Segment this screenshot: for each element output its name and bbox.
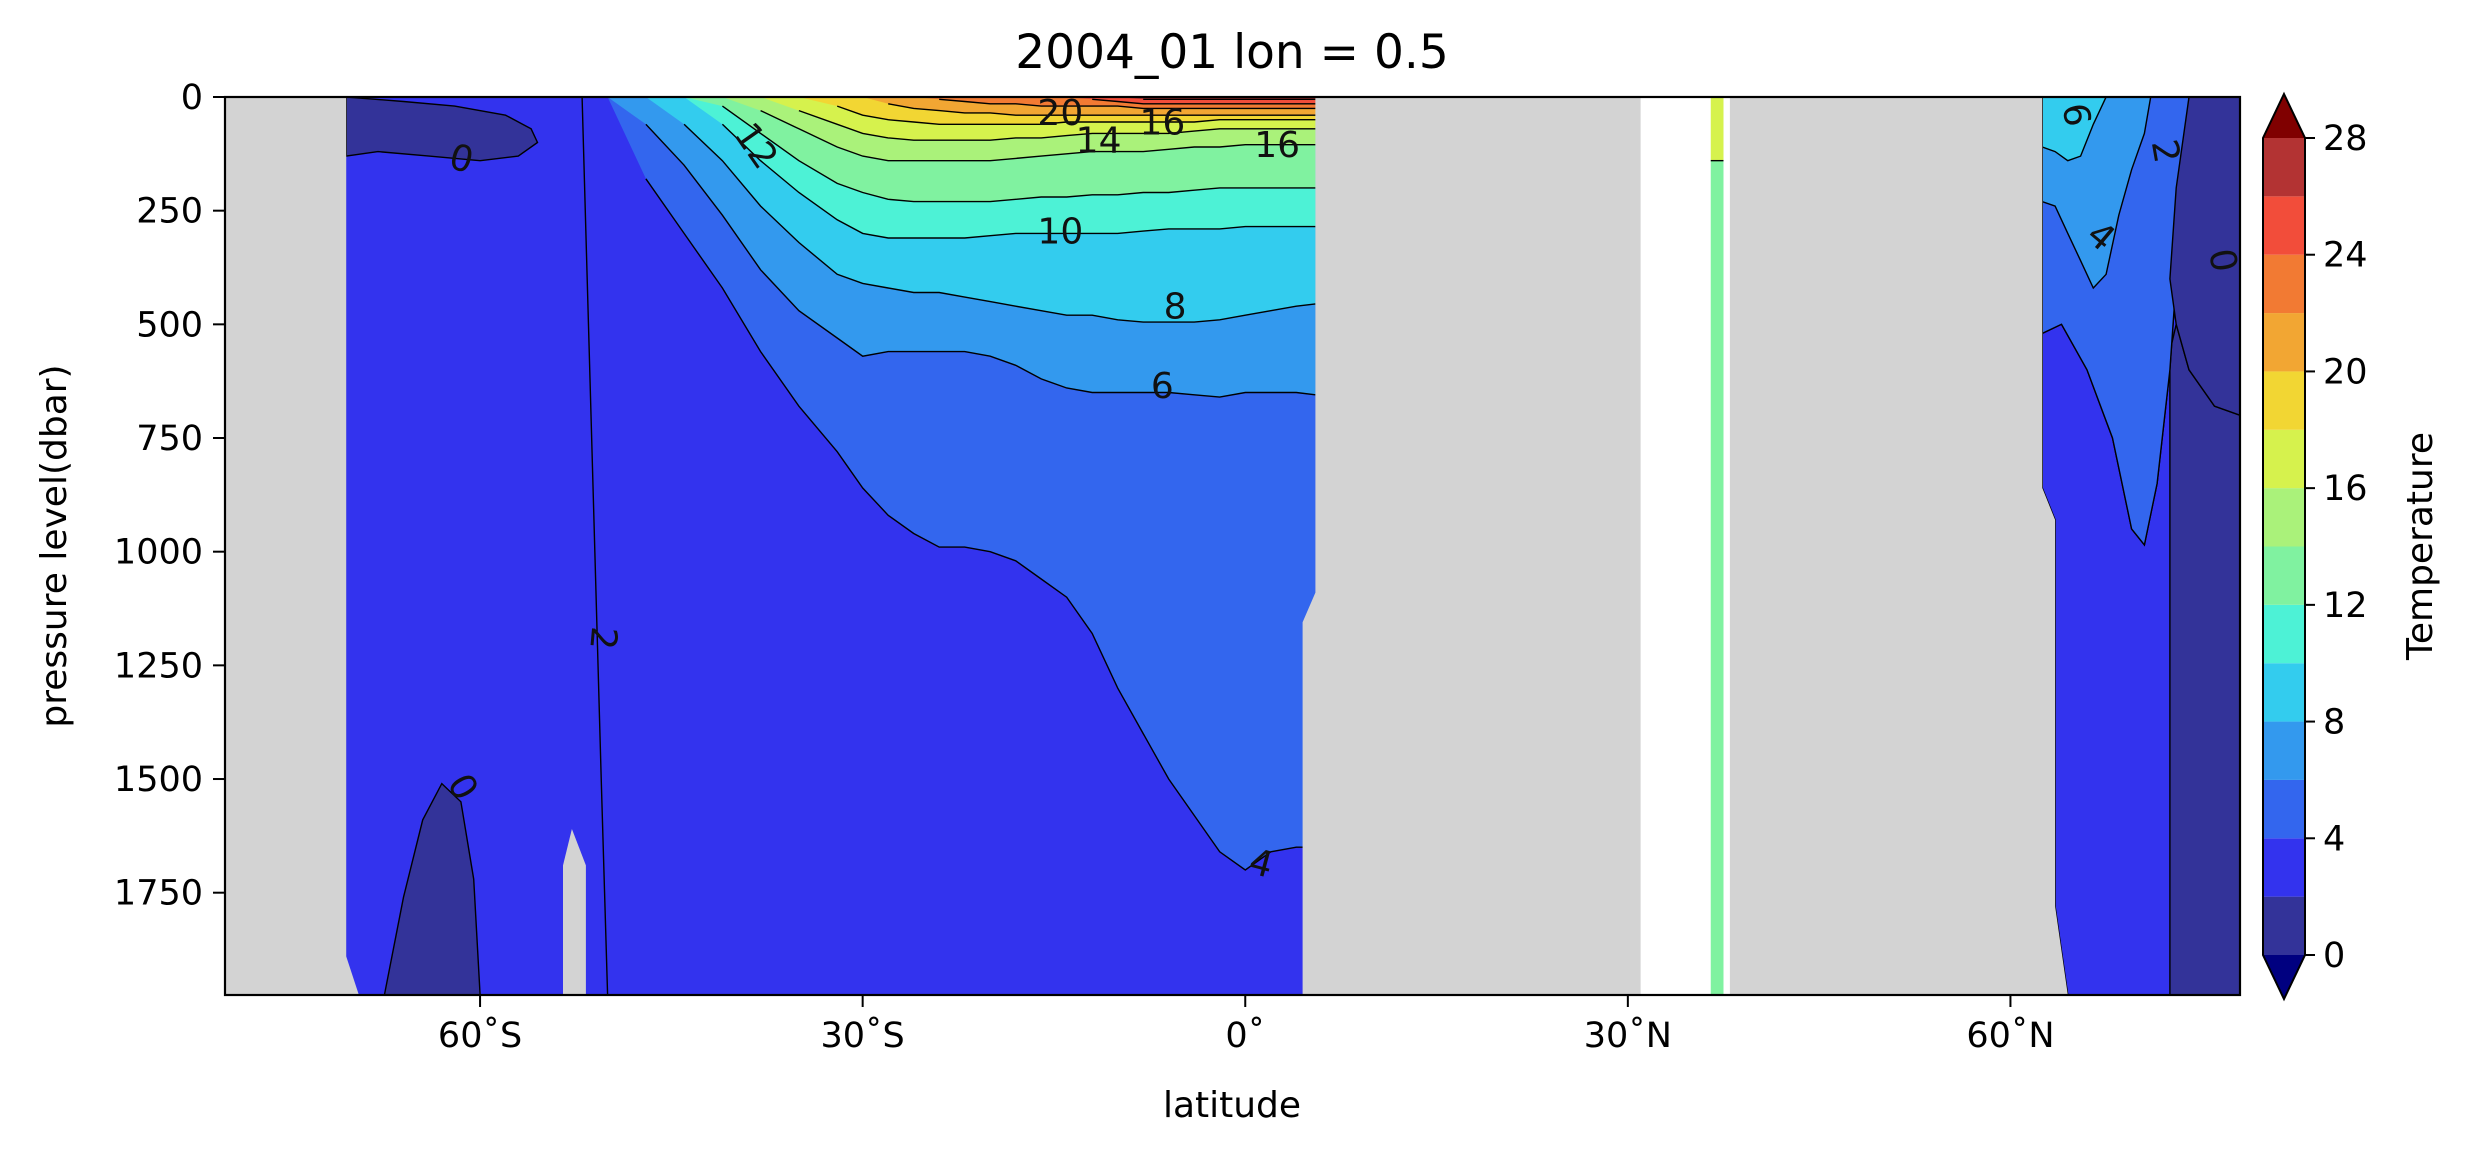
- north-8: [2041, 97, 2107, 162]
- x-axis: 60˚S 30˚S 0˚ 30˚N 60˚N: [438, 995, 2055, 1056]
- contour-line-18: [836, 105, 1316, 126]
- x-tick-label-3: 30˚N: [1584, 1015, 1672, 1056]
- y-tick-label-5: 1250: [114, 646, 203, 686]
- strait-lower: [1710, 160, 1724, 995]
- contour-line-16: [798, 109, 1316, 141]
- colorbar-segment-16: [2263, 429, 2305, 489]
- y-tick-label-6: 1500: [114, 760, 203, 800]
- x-tick-label-1: 30˚S: [821, 1015, 905, 1056]
- colorbar-label: Temperature: [2400, 432, 2441, 661]
- masked-region-ridge: [563, 829, 586, 995]
- contour-line-22: [939, 98, 1316, 110]
- contour-line-2-west: [581, 97, 609, 995]
- ocean-temperature-field: [345, 97, 2240, 995]
- x-tick-label-4: 60˚N: [1966, 1015, 2054, 1056]
- contour-label-9: 8: [1164, 286, 1187, 327]
- y-tick-label-7: 1750: [114, 874, 203, 914]
- colorbar-tick-label-4: 16: [2323, 469, 2368, 509]
- contour-line-8: [683, 123, 1316, 323]
- colorbar-segment-22: [2263, 254, 2305, 314]
- colorbar-segment-14: [2263, 488, 2305, 547]
- contour-line-6: [645, 123, 1316, 398]
- contour-label-10: 6: [1151, 366, 1174, 407]
- contour-line-24: [1092, 98, 1316, 105]
- x-tick-label-0: 60˚S: [438, 1015, 522, 1056]
- contour-line-10: [721, 123, 1316, 239]
- y-tick-label-2: 500: [136, 305, 203, 345]
- masked-region-africa: [1302, 97, 1641, 995]
- plot-frame: [223, 95, 2242, 997]
- colorbar-tick-label-1: 4: [2323, 819, 2345, 859]
- masked-region-europe: [1729, 97, 2068, 995]
- strait-upper: [1710, 97, 1724, 161]
- colorbar-segment-18: [2263, 371, 2305, 430]
- colorbar-tick-label-7: 28: [2323, 119, 2368, 159]
- cold-pool-surface: [345, 97, 539, 162]
- y-tick-label-0: 0: [181, 78, 203, 118]
- colorbar-over-arrow: [2263, 94, 2305, 138]
- contour-label-7: 16: [1254, 125, 1300, 166]
- contour-label-4: 20: [1037, 93, 1083, 134]
- colorbar-tick-label-0: 0: [2323, 936, 2345, 976]
- contour-line-20: [888, 103, 1316, 116]
- contour-label-8: 10: [1037, 211, 1083, 252]
- colorbar-segment-8: [2263, 663, 2305, 722]
- contour-label-1: 2: [581, 625, 624, 651]
- colorbar-tick-label-5: 20: [2323, 352, 2368, 392]
- contour-line-12: [721, 105, 1316, 203]
- masked-region-antarctica: [225, 97, 359, 995]
- y-axis-label: pressure level(dbar): [34, 364, 75, 727]
- colorbar-segment-2: [2263, 838, 2305, 897]
- colorbar-tick-label-2: 8: [2323, 703, 2345, 743]
- colorbar-segment-24: [2263, 196, 2305, 255]
- y-tick-label-1: 250: [136, 192, 203, 232]
- x-tick-label-2: 0˚: [1225, 1015, 1265, 1056]
- y-tick-label-4: 1000: [114, 533, 203, 573]
- colorbar-under-arrow: [2263, 955, 2305, 999]
- colorbar-tick-label-3: 12: [2323, 586, 2368, 626]
- colorbar-segment-10: [2263, 604, 2305, 664]
- x-axis-label: latitude: [1163, 1085, 1301, 1126]
- colorbar-segment-20: [2263, 313, 2305, 372]
- colorbar-tick-label-6: 24: [2323, 236, 2368, 276]
- y-axis: 0 250 500 750 1000 1250 1500 1750: [114, 78, 225, 914]
- contour-line-4: [645, 178, 1316, 871]
- contour-label-5: 14: [1076, 120, 1122, 161]
- colorbar-segment-4: [2263, 779, 2305, 839]
- contour-line-14: [760, 109, 1316, 162]
- colorbar-segment-0: [2263, 896, 2305, 955]
- colorbar: 0 4 8 12 16 20 24 28: [2262, 91, 2368, 1002]
- chart-title: 2004_01 lon = 0.5: [1015, 25, 1448, 80]
- y-tick-label-3: 750: [136, 419, 203, 459]
- contour-label-6: 16: [1139, 102, 1185, 143]
- arctic-band: [2169, 97, 2240, 417]
- colorbar-segment-12: [2263, 546, 2305, 605]
- colorbar-segment-26: [2263, 138, 2305, 197]
- colorbar-segment-6: [2263, 721, 2305, 780]
- cold-pool-bottom: [383, 782, 481, 995]
